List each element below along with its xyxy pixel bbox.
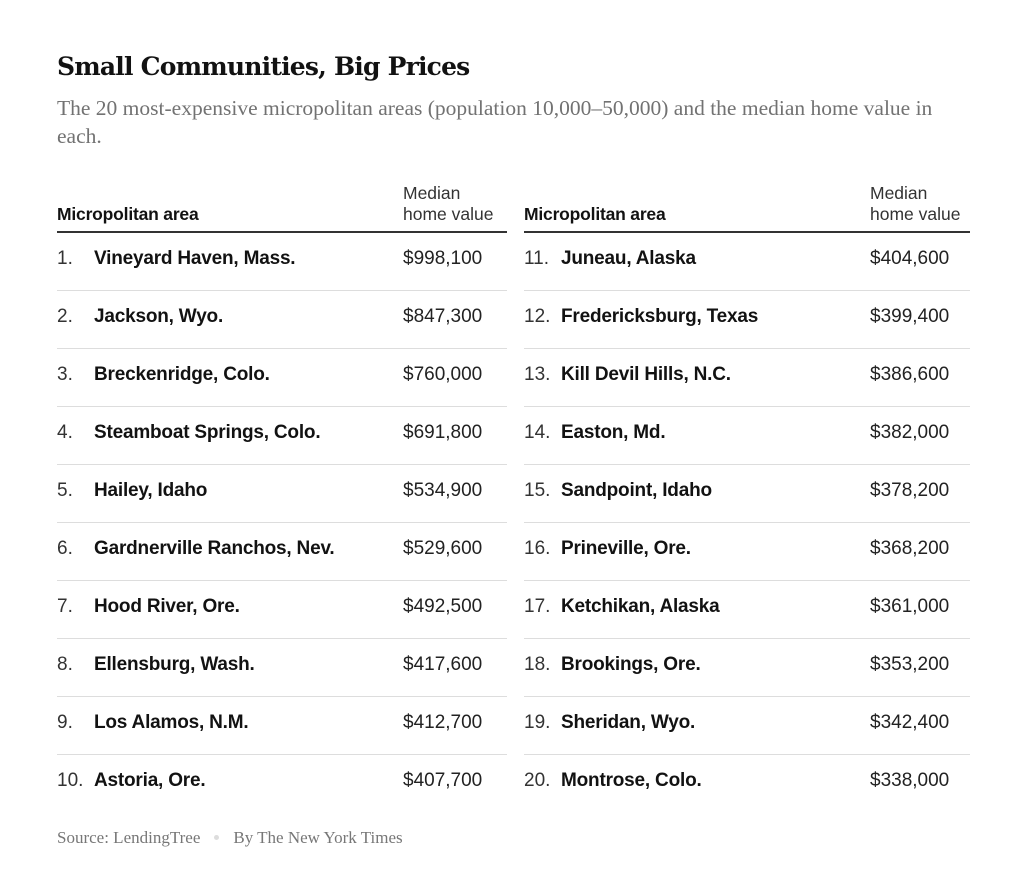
row-rank: 20.: [524, 770, 551, 791]
table-row: 17. Ketchikan, Alaska $361,000: [524, 581, 970, 639]
row-name: Gardnerville Ranchos, Nev.: [94, 538, 335, 559]
table-row: 18. Brookings, Ore. $353,200: [524, 639, 970, 697]
row-value: $353,200: [870, 654, 950, 675]
row-name: Jackson, Wyo.: [94, 306, 224, 327]
row-rank: 1.: [57, 248, 73, 269]
row-name: Prineville, Ore.: [561, 538, 691, 559]
row-value: $847,300: [403, 306, 483, 327]
row-name: Easton, Md.: [561, 422, 666, 443]
row-rank: 7.: [57, 596, 73, 617]
table-header: Micropolitan area Median home value: [57, 180, 507, 233]
row-value: $342,400: [870, 712, 950, 733]
row-rank: 3.: [57, 364, 73, 385]
row-value: $404,600: [870, 248, 950, 269]
row-rank: 2.: [57, 306, 73, 327]
row-value: $492,500: [403, 596, 483, 617]
row-rank: 15.: [524, 480, 551, 501]
row-name: Juneau, Alaska: [561, 248, 696, 269]
row-value: $534,900: [403, 480, 483, 501]
row-name: Montrose, Colo.: [561, 770, 702, 791]
row-value: $417,600: [403, 654, 483, 675]
table-row: 12. Fredericksburg, Texas $399,400: [524, 291, 970, 349]
row-name: Vineyard Haven, Mass.: [94, 248, 296, 269]
chart-title: Small Communities, Big Prices: [57, 52, 470, 81]
source-note: Source: LendingTree: [57, 828, 201, 847]
table-row: 5. Hailey, Idaho $534,900: [57, 465, 507, 523]
footer: Source: LendingTree By The New York Times: [57, 828, 403, 848]
row-rank: 18.: [524, 654, 551, 675]
row-rank: 9.: [57, 712, 73, 733]
header-value: Median home value: [403, 183, 494, 224]
separator-dot: [214, 835, 220, 841]
row-rank: 4.: [57, 422, 73, 443]
table-row: 10. Astoria, Ore. $407,700: [57, 755, 507, 812]
row-rank: 5.: [57, 480, 73, 501]
table-row: 20. Montrose, Colo. $338,000: [524, 755, 970, 812]
row-rank: 10.: [57, 770, 84, 791]
row-value: $386,600: [870, 364, 950, 385]
credit-note: By The New York Times: [233, 828, 403, 847]
row-value: $368,200: [870, 538, 950, 559]
row-name: Hailey, Idaho: [94, 480, 208, 501]
row-value: $407,700: [403, 770, 483, 791]
row-value: $691,800: [403, 422, 483, 443]
row-rank: 12.: [524, 306, 551, 327]
row-rank: 13.: [524, 364, 551, 385]
row-rank: 14.: [524, 422, 551, 443]
table-row: 8. Ellensburg, Wash. $417,600: [57, 639, 507, 697]
table-row: 15. Sandpoint, Idaho $378,200: [524, 465, 970, 523]
row-rank: 19.: [524, 712, 551, 733]
row-name: Ketchikan, Alaska: [561, 596, 720, 617]
row-name: Ellensburg, Wash.: [94, 654, 255, 675]
row-rank: 11.: [524, 248, 550, 269]
header-area: Micropolitan area: [524, 204, 666, 224]
row-rank: 8.: [57, 654, 73, 675]
table-row: 2. Jackson, Wyo. $847,300: [57, 291, 507, 349]
chart-subtitle: The 20 most-expensive micropolitan areas…: [57, 96, 933, 148]
table-row: 3. Breckenridge, Colo. $760,000: [57, 349, 507, 407]
row-value: $399,400: [870, 306, 950, 327]
table-row: 1. Vineyard Haven, Mass. $998,100: [57, 233, 507, 291]
table-row: 6. Gardnerville Ranchos, Nev. $529,600: [57, 523, 507, 581]
row-value: $361,000: [870, 596, 950, 617]
row-name: Brookings, Ore.: [561, 654, 701, 675]
table-row: 9. Los Alamos, N.M. $412,700: [57, 697, 507, 755]
table-row: 14. Easton, Md. $382,000: [524, 407, 970, 465]
table-row: 13. Kill Devil Hills, N.C. $386,600: [524, 349, 970, 407]
table-row: 19. Sheridan, Wyo. $342,400: [524, 697, 970, 755]
row-name: Astoria, Ore.: [94, 770, 206, 791]
row-name: Los Alamos, N.M.: [94, 712, 249, 733]
row-rank: 16.: [524, 538, 551, 559]
row-name: Sheridan, Wyo.: [561, 712, 696, 733]
row-name: Breckenridge, Colo.: [94, 364, 270, 385]
row-value: $760,000: [403, 364, 483, 385]
row-rank: 6.: [57, 538, 73, 559]
table-header: Micropolitan area Median home value: [524, 180, 970, 233]
header-area: Micropolitan area: [57, 204, 199, 224]
row-name: Steamboat Springs, Colo.: [94, 422, 321, 443]
header-value: Median home value: [870, 183, 961, 224]
table-row: 16. Prineville, Ore. $368,200: [524, 523, 970, 581]
row-value: $338,000: [870, 770, 950, 791]
row-name: Sandpoint, Idaho: [561, 480, 712, 501]
row-value: $378,200: [870, 480, 950, 501]
row-name: Kill Devil Hills, N.C.: [561, 364, 731, 385]
table-row: 4. Steamboat Springs, Colo. $691,800: [57, 407, 507, 465]
table-row: 11. Juneau, Alaska $404,600: [524, 233, 970, 291]
row-value: $412,700: [403, 712, 483, 733]
table-left: Micropolitan area Median home value 1. Vin…: [57, 180, 507, 812]
row-name: Hood River, Ore.: [94, 596, 240, 617]
row-rank: 17.: [524, 596, 551, 617]
table-row: 7. Hood River, Ore. $492,500: [57, 581, 507, 639]
row-value: $529,600: [403, 538, 483, 559]
row-value: $382,000: [870, 422, 950, 443]
table-right: Micropolitan area Median home value 11. Ju…: [524, 180, 970, 812]
row-name: Fredericksburg, Texas: [561, 306, 759, 327]
row-value: $998,100: [403, 248, 483, 269]
